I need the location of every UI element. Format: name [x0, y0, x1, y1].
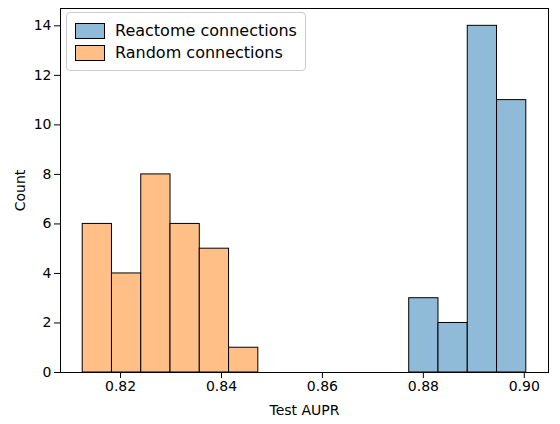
svg-text:10: 10 [34, 116, 52, 132]
svg-text:0.88: 0.88 [408, 378, 439, 394]
html-text:Reactome connections: Reactome connections [115, 21, 297, 40]
svg-text:12: 12 [34, 67, 52, 83]
svg-text:0.90: 0.90 [509, 378, 540, 394]
svg-text:Test AUPR: Test AUPR [268, 402, 339, 418]
svg-text:Count: Count [12, 169, 28, 211]
svg-text:0.82: 0.82 [105, 378, 136, 394]
svg-text:0.84: 0.84 [206, 378, 237, 394]
html-text:Random connections: Random connections [115, 43, 283, 62]
svg-text:2: 2 [43, 314, 52, 330]
svg-text:6: 6 [43, 215, 52, 231]
svg-text:0.86: 0.86 [307, 378, 338, 394]
svg-text:4: 4 [43, 265, 52, 281]
svg-text:14: 14 [34, 17, 52, 33]
svg-text:8: 8 [43, 166, 52, 182]
svg-text:0: 0 [43, 364, 52, 380]
